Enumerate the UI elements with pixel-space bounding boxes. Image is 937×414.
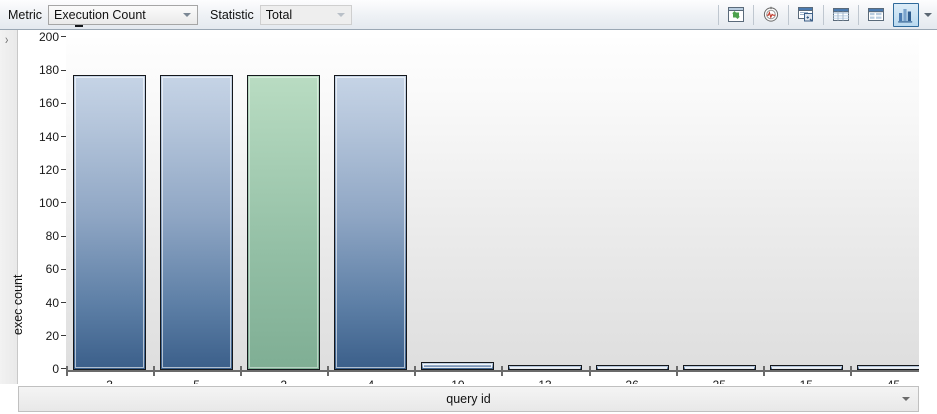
bar[interactable] — [595, 365, 669, 370]
bar-slot[interactable] — [327, 38, 414, 370]
bar-highlight — [771, 367, 841, 369]
overflow-bar — [74, 25, 83, 27]
track-query-icon — [763, 6, 779, 22]
grid-view-icon — [833, 8, 849, 21]
statistic-select-value: Total — [265, 7, 293, 22]
bar-highlight — [510, 367, 580, 369]
bar[interactable] — [421, 361, 495, 370]
bar-slot[interactable] — [153, 38, 240, 370]
toolbar-separator — [858, 4, 859, 25]
y-axis-tick-label: 0 — [18, 362, 66, 376]
bar[interactable] — [334, 74, 408, 370]
metric-label: Metric — [8, 7, 43, 22]
statistic-label: Statistic — [210, 7, 254, 22]
y-axis-tick-label: 200 — [18, 30, 66, 44]
x-axis-title: query id — [446, 392, 491, 406]
bar-slot[interactable] — [763, 38, 850, 370]
refresh-icon-button[interactable] — [723, 3, 749, 27]
bar[interactable] — [72, 74, 147, 370]
toolbar-overflow-button[interactable] — [74, 3, 935, 27]
left-panel-expander[interactable]: › — [0, 30, 18, 384]
bar[interactable] — [769, 365, 843, 370]
chart-view-icon-button[interactable] — [893, 2, 919, 27]
y-axis-tick-label: 80 — [18, 229, 66, 243]
bar-highlight — [249, 76, 319, 368]
bar-slot[interactable] — [676, 38, 763, 370]
toolbar-separator — [823, 4, 824, 25]
bar-highlight — [162, 76, 232, 368]
y-axis-tick-label: 100 — [18, 196, 66, 210]
view-query-plan-icon-button[interactable] — [793, 3, 819, 27]
toolbar-separator — [788, 4, 789, 25]
chevron-down-icon — [924, 12, 932, 17]
bar-highlight — [597, 367, 667, 369]
bar-slot[interactable] — [240, 38, 327, 370]
toolbar-separator — [753, 4, 754, 25]
right-edge-filler — [919, 30, 937, 384]
y-axis-tick-label: 40 — [18, 296, 66, 310]
grid-details-view-icon — [868, 8, 884, 21]
bar-slot[interactable] — [66, 38, 153, 370]
bar-slot[interactable] — [501, 38, 588, 370]
bar[interactable] — [508, 365, 582, 370]
track-query-icon-button[interactable] — [758, 3, 784, 27]
bar-highlight — [74, 76, 145, 368]
refresh-icon — [728, 7, 744, 22]
bar-highlight — [336, 76, 406, 368]
y-axis-ticks: 0 20 40 60 80 100 120 140 160 180 200 — [18, 30, 66, 384]
bar-slot[interactable] — [589, 38, 676, 370]
y-axis-tick-label: 120 — [18, 163, 66, 177]
grid-details-view-icon-button[interactable] — [863, 3, 889, 27]
bar-highlight — [423, 363, 493, 368]
chart-toolbar: Metric Execution Count Statistic Total — [0, 0, 937, 30]
chevron-down-icon[interactable] — [902, 397, 910, 401]
chevron-down-icon — [183, 12, 192, 17]
chart-view-icon — [898, 9, 913, 23]
chevron-right-icon: › — [5, 32, 9, 48]
metric-select[interactable]: Execution Count — [48, 4, 199, 25]
y-axis-tick-label: 60 — [18, 262, 66, 276]
chevron-down-icon — [336, 12, 345, 17]
x-axis-line — [66, 370, 937, 372]
view-query-plan-icon — [798, 7, 813, 22]
statistic-select[interactable]: Total — [259, 4, 352, 25]
y-axis-tick-label: 140 — [18, 130, 66, 144]
y-axis-tick-label: 160 — [18, 96, 66, 110]
bar[interactable] — [247, 74, 321, 370]
metric-select-value: Execution Count — [54, 7, 146, 22]
toolbar-separator — [718, 4, 719, 25]
y-axis-tick-label: 20 — [18, 329, 66, 343]
x-axis-title-bar[interactable]: query id — [18, 386, 919, 412]
bar-slot[interactable] — [414, 38, 501, 370]
grid-view-icon-button[interactable] — [828, 3, 854, 27]
y-axis-tick-label: 180 — [18, 63, 66, 77]
bar[interactable] — [682, 365, 756, 370]
toolbar-button-group — [74, 0, 937, 30]
bar-highlight — [684, 367, 754, 369]
bar[interactable] — [160, 74, 234, 370]
plot-area — [66, 38, 937, 370]
bar-series — [66, 38, 937, 370]
